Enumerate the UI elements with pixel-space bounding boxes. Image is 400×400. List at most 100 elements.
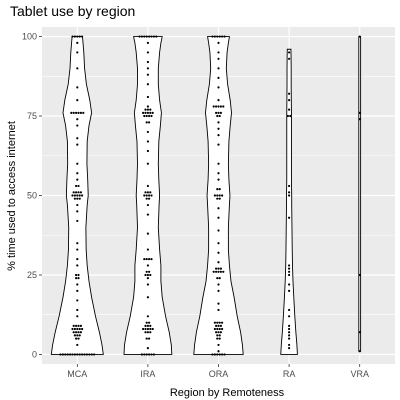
- data-point-ora: [222, 270, 225, 273]
- data-point-ira: [150, 35, 153, 38]
- data-point-mca: [72, 324, 75, 327]
- data-point-ora: [218, 197, 221, 200]
- data-point-ora: [211, 35, 214, 38]
- data-point-ira: [143, 114, 146, 118]
- data-point-ira: [146, 95, 149, 99]
- x-tick-label-ira: IRA: [140, 369, 155, 379]
- data-point-mca: [78, 194, 81, 197]
- data-point-mca: [73, 197, 76, 200]
- data-point-mca: [75, 273, 78, 277]
- data-point-ora: [217, 251, 220, 254]
- data-point-ra: [288, 283, 291, 286]
- data-point-ora: [223, 35, 226, 38]
- data-points: [59, 35, 361, 356]
- data-point-ora: [217, 270, 220, 273]
- data-point-ra: [288, 334, 291, 337]
- data-point-ora: [213, 353, 216, 356]
- data-point-ra: [288, 57, 291, 60]
- data-point-ora: [221, 327, 224, 331]
- data-point-ira: [144, 111, 147, 114]
- data-point-ira: [149, 331, 152, 334]
- data-point-ira: [146, 347, 149, 350]
- violin-vra: [358, 36, 362, 352]
- data-point-mca: [76, 315, 79, 318]
- data-point-mca: [83, 353, 86, 356]
- data-point-mca: [75, 191, 78, 194]
- data-point-ora: [217, 111, 220, 114]
- data-point-ora: [221, 35, 224, 38]
- data-point-mca: [61, 353, 64, 356]
- data-point-ora: [218, 337, 221, 340]
- data-point-ra: [288, 327, 291, 331]
- data-point-mca: [78, 197, 81, 200]
- data-point-ira: [142, 111, 145, 114]
- data-point-ira: [143, 194, 146, 197]
- data-point-ira: [145, 337, 148, 340]
- data-point-ra: [288, 99, 291, 102]
- data-point-ira: [146, 315, 149, 318]
- data-point-ira: [148, 194, 151, 197]
- data-point-ora: [219, 331, 222, 334]
- y-tick-label: 50: [27, 191, 37, 201]
- data-point-ira: [146, 130, 149, 134]
- data-point-ira: [146, 60, 149, 64]
- data-point-ra: [288, 108, 291, 111]
- data-point-ira: [146, 232, 149, 235]
- data-point-ira: [145, 197, 148, 200]
- data-point-mca: [73, 327, 76, 331]
- data-point-ora: [217, 343, 220, 347]
- data-point-ira: [146, 264, 149, 267]
- data-point-ira: [138, 35, 141, 38]
- data-point-ora: [217, 86, 220, 89]
- data-point-mca: [76, 334, 79, 337]
- data-point-ira: [145, 321, 148, 324]
- data-point-mca: [78, 334, 81, 337]
- y-tick-label: 25: [27, 270, 37, 280]
- data-point-ora: [217, 172, 220, 175]
- data-point-ira: [150, 114, 153, 118]
- data-point-ra: [288, 343, 291, 347]
- data-point-mca: [79, 324, 82, 327]
- data-point-ora: [218, 353, 221, 356]
- data-point-ora: [215, 324, 218, 327]
- data-point-mca: [77, 324, 80, 327]
- data-point-ra: [288, 194, 291, 197]
- data-point-mca: [73, 353, 76, 356]
- data-point-ora: [217, 289, 220, 292]
- data-point-ra: [288, 337, 291, 340]
- x-axis-label: Region by Remoteness: [170, 387, 285, 399]
- data-point-mca: [73, 35, 76, 38]
- data-point-ra: [289, 114, 292, 118]
- data-point-ira: [146, 324, 149, 327]
- data-point-vra: [358, 273, 361, 277]
- data-point-ra: [288, 331, 291, 334]
- data-point-mca: [76, 124, 79, 127]
- data-point-vra: [358, 35, 361, 38]
- data-point-mca: [76, 299, 79, 302]
- data-point-mca: [78, 35, 81, 38]
- data-point-ora: [217, 133, 220, 137]
- data-point-mca: [69, 353, 72, 356]
- data-point-ira: [146, 277, 149, 280]
- data-point-ora: [222, 105, 225, 108]
- data-point-ra: [288, 267, 291, 270]
- data-point-ira: [148, 270, 151, 273]
- data-point-ra: [288, 289, 291, 292]
- data-point-mca: [79, 191, 82, 194]
- data-point-ra: [288, 92, 291, 95]
- data-point-mca: [79, 331, 82, 334]
- data-point-ora: [217, 67, 220, 70]
- data-point-ira: [146, 191, 149, 194]
- data-point-ira: [148, 121, 151, 124]
- data-point-ora: [217, 143, 220, 146]
- data-point-ora: [219, 111, 222, 114]
- data-point-ira: [145, 270, 148, 273]
- data-point-ora: [217, 283, 220, 286]
- data-point-ora: [218, 277, 221, 280]
- data-point-mca: [76, 99, 79, 102]
- data-point-ora: [215, 105, 218, 108]
- data-point-ra: [288, 51, 291, 54]
- data-point-mca: [72, 191, 75, 194]
- x-axis: MCA IRA ORA RA VRA: [67, 364, 369, 379]
- data-point-ora: [218, 194, 221, 197]
